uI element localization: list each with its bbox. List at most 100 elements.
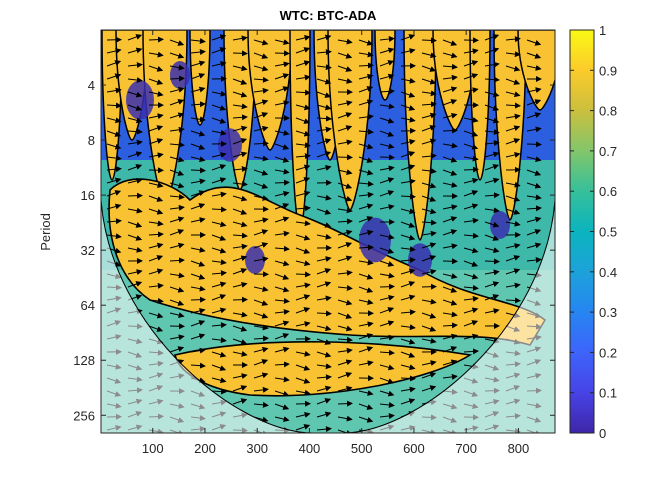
phase-arrow [484,247,500,254]
phase-arrow [253,346,269,353]
phase-arrow [169,182,185,189]
phase-arrow [253,112,269,119]
phase-arrow [295,364,311,371]
x-tick-label: 300 [246,441,268,456]
low-coherence-spot [490,211,510,239]
phase-arrow [274,190,290,197]
phase-arrow [316,310,332,317]
phase-arrow [316,281,332,288]
phase-arrow [211,234,227,241]
phase-arrow [442,39,458,46]
phase-arrow [295,307,311,314]
phase-arrow [190,333,206,340]
phase-arrow [379,47,395,54]
plot-frame [100,29,556,434]
phase-arrow [505,195,521,202]
phase-arrow [295,142,311,149]
phase-arrow [463,117,479,123]
coherence-plume [247,30,293,151]
phase-arrow [127,77,143,84]
phase-arrow [358,143,374,150]
low-coherence-spot [359,217,391,263]
phase-arrow [232,195,248,202]
phase-arrow [232,373,248,380]
phase-arrow [211,364,227,371]
phase-arrow [400,375,416,382]
phase-arrow [358,203,374,210]
phase-arrow [211,270,227,277]
phase-arrow [421,312,437,319]
colorbar-tick-label: 0.6 [599,184,617,199]
phase-arrow [106,143,122,150]
phase-arrow [400,234,416,241]
phase-arrow [127,246,143,253]
phase-arrow [169,86,185,93]
phase-arrow [442,182,458,188]
phase-arrow [421,182,437,189]
phase-arrow [295,104,311,111]
phase-arrow [190,190,206,197]
phase-arrow [358,416,374,423]
phase-arrow [316,104,332,111]
phase-arrow [400,398,416,405]
phase-arrow [232,208,248,215]
phase-arrow [232,338,248,345]
phase-arrow [253,401,269,408]
phase-arrow [190,246,206,253]
phase-arrow [505,208,521,215]
phase-arrow [463,284,479,291]
phase-arrow [106,102,122,109]
phase-arrow [295,130,311,137]
phase-arrow [316,385,332,392]
phase-arrow [190,86,206,93]
phase-arrow [253,169,269,176]
phase-arrow [400,91,416,98]
phase-arrow [316,325,332,332]
phase-arrow [316,411,332,418]
phase-arrow [316,363,332,370]
phase-arrow [106,87,122,94]
phase-arrow [484,129,500,136]
phase-arrow [106,166,122,173]
phase-arrow [190,101,206,108]
phase-arrow [400,351,416,358]
phase-arrow [253,52,269,59]
phase-arrow [169,64,185,71]
phase-arrow [127,234,143,241]
phase-arrow [337,400,353,407]
phase-arrow [316,49,332,56]
phase-arrow [421,298,437,305]
phase-arrow [148,91,164,97]
phase-arrow [211,191,227,198]
phase-arrow [127,104,143,111]
phase-arrow [274,245,290,252]
phase-arrow [190,347,206,354]
phase-arrow [484,151,500,158]
phase-arrow [148,182,164,189]
phase-arrow [190,167,206,174]
phase-arrow [442,286,458,293]
phase-arrow [295,47,311,54]
phase-arrow [358,191,374,198]
phase-arrow [211,177,227,184]
phase-arrow [190,273,206,280]
phase-arrow [379,272,395,279]
phase-arrow [505,78,521,85]
x-tick-label: 500 [351,441,373,456]
phase-arrow [463,177,479,184]
colorbar-tick-label: 0.3 [599,305,617,320]
phase-arrow [316,126,332,133]
phase-arrow [463,166,479,173]
phase-arrow [274,260,290,267]
phase-arrow [190,178,206,185]
phase-arrow [295,220,311,227]
phase-arrow [358,321,374,328]
phase-arrow [148,255,164,262]
phase-arrow [148,297,164,304]
phase-arrow [316,165,332,171]
x-tick-label: 600 [403,441,425,456]
phase-arrow [442,311,458,318]
phase-arrow [274,346,290,353]
phase-arrow [379,233,395,240]
phase-arrow [232,78,248,85]
